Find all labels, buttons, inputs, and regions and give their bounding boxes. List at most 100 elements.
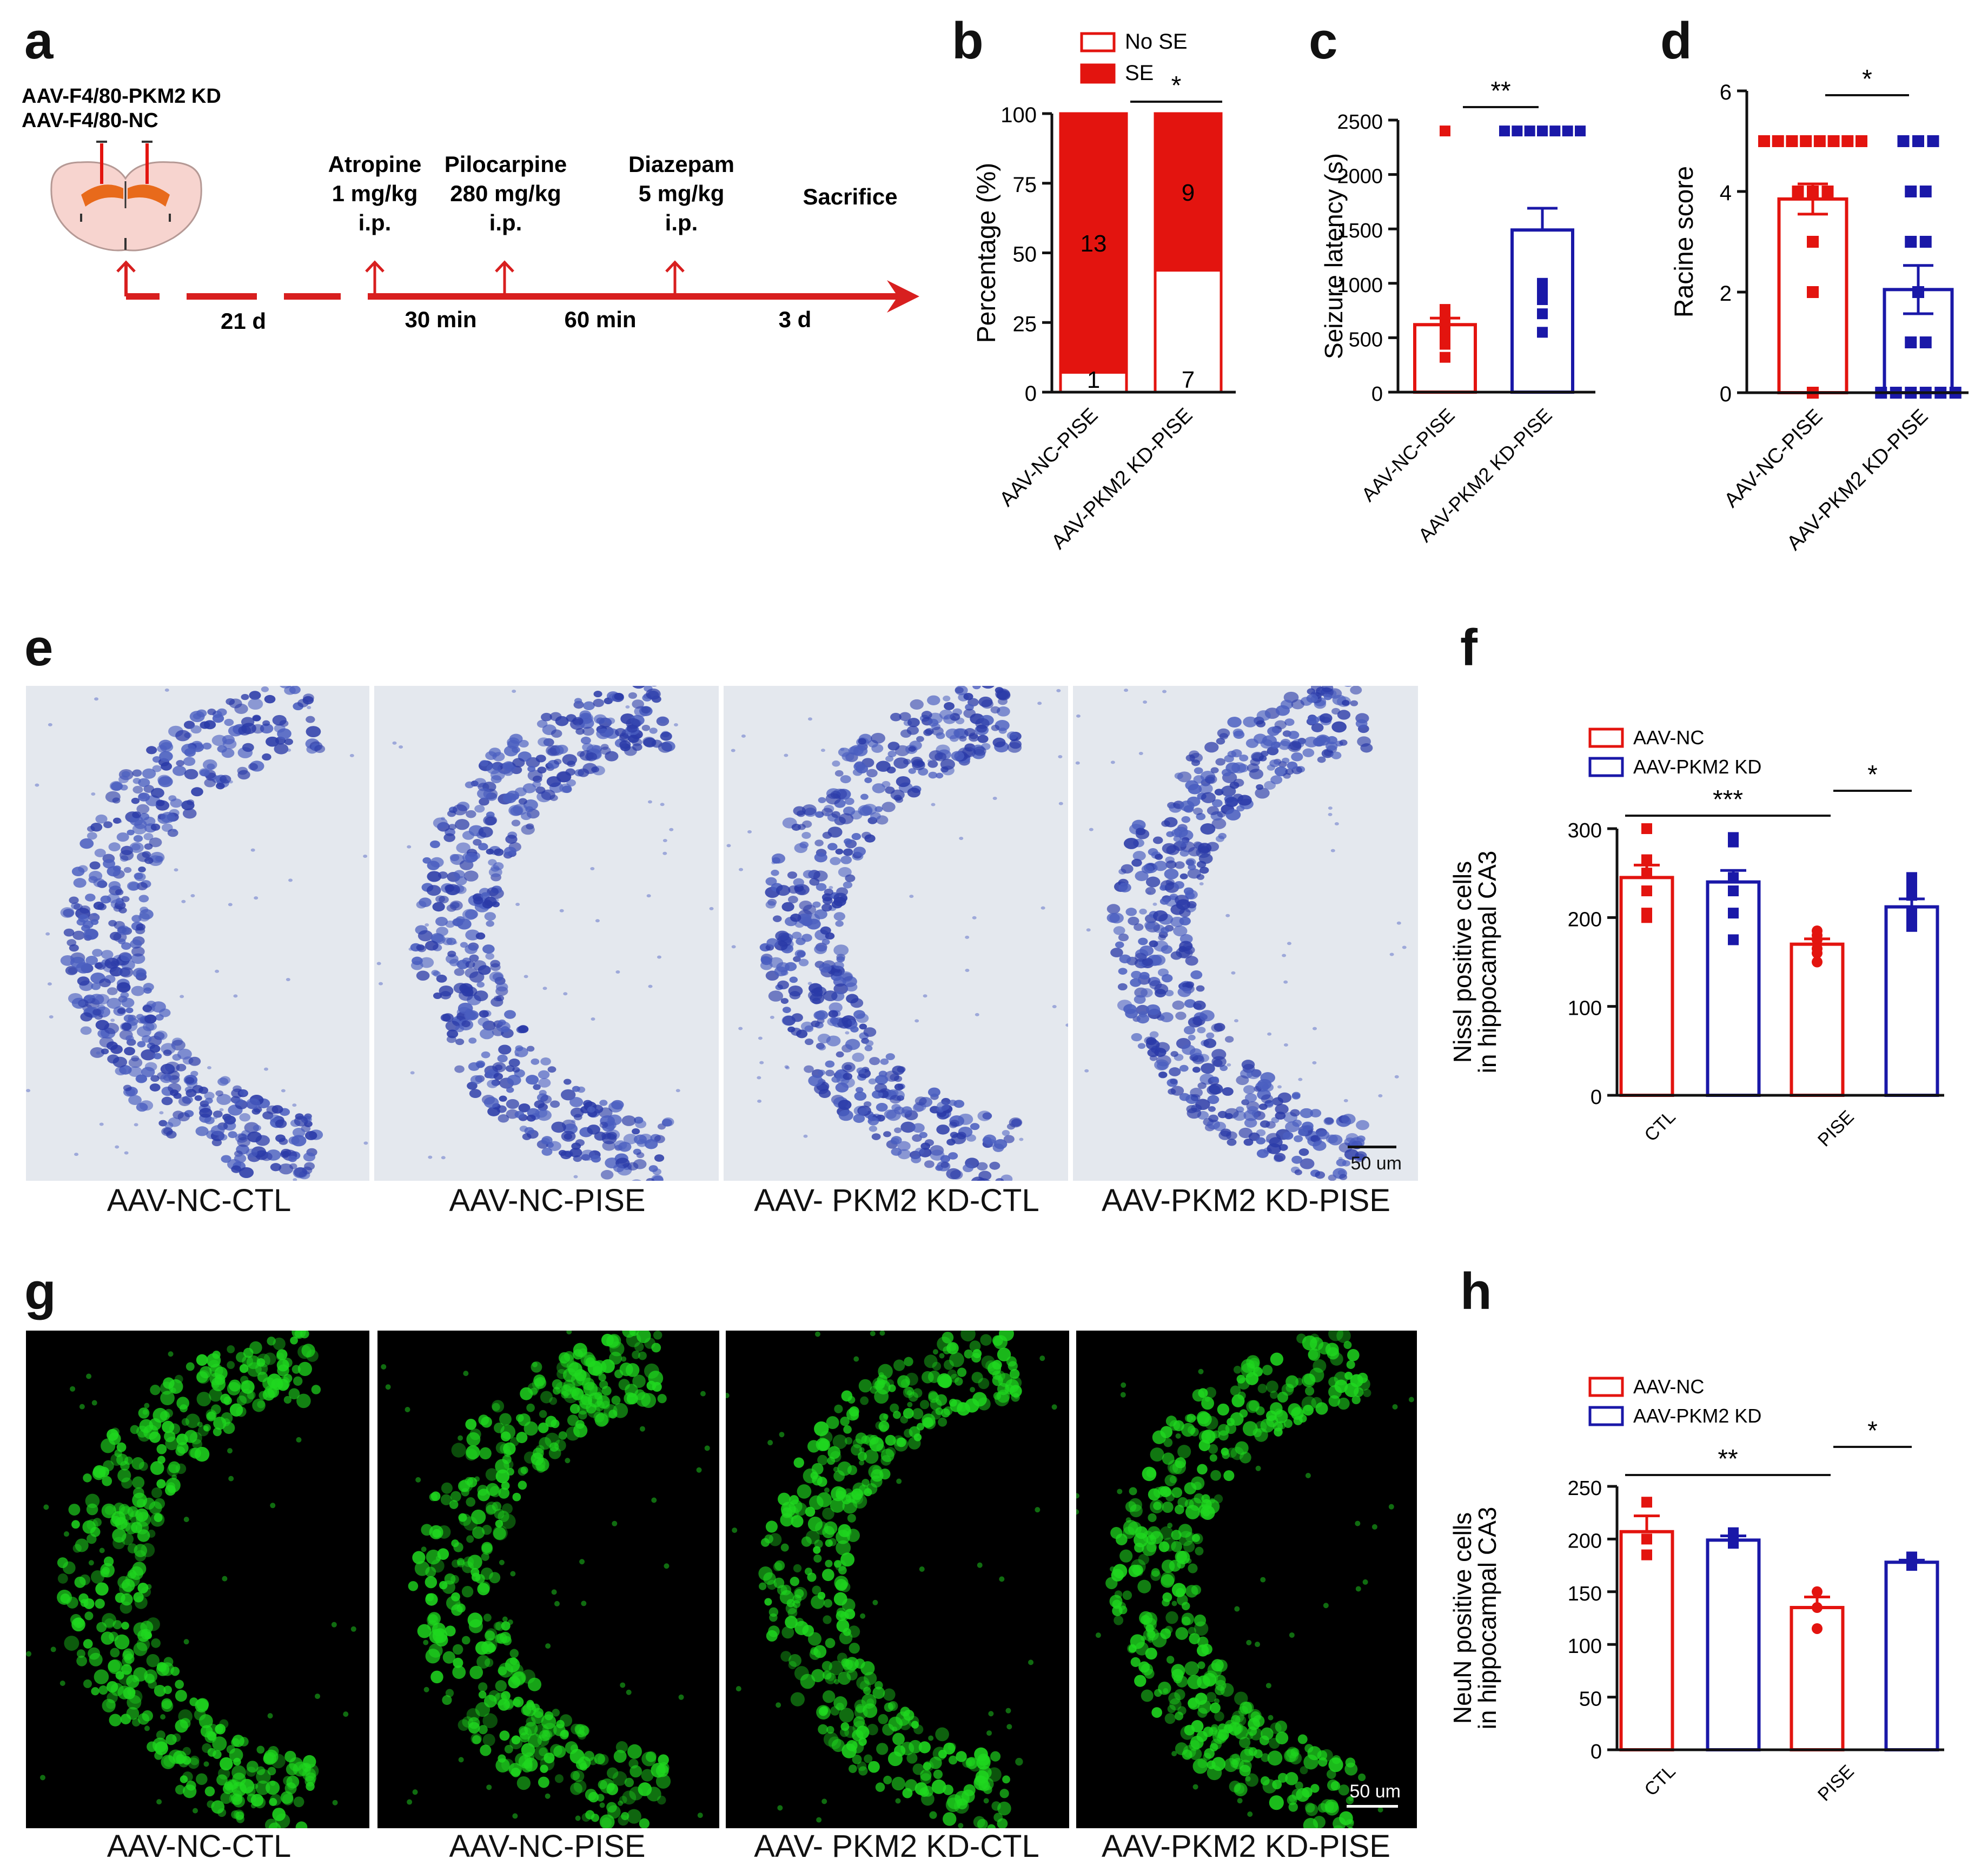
cell-body bbox=[561, 1130, 576, 1142]
cell-body bbox=[632, 686, 645, 689]
scattered-cell bbox=[919, 1566, 925, 1572]
nissl-image-nc-pise bbox=[374, 686, 719, 1181]
cell-body bbox=[1353, 1387, 1364, 1397]
cell-body bbox=[1310, 1109, 1322, 1117]
cell-body bbox=[613, 1403, 628, 1418]
cell-body bbox=[651, 1763, 666, 1778]
cell-body bbox=[1266, 1380, 1278, 1393]
cell-body bbox=[1234, 1782, 1248, 1796]
cell-body bbox=[146, 746, 157, 755]
cell-body bbox=[471, 1509, 486, 1525]
cell-body bbox=[152, 1737, 168, 1752]
cell-body bbox=[541, 712, 552, 722]
cell-body bbox=[1190, 970, 1203, 980]
cell-body bbox=[814, 1421, 829, 1437]
cell-body bbox=[192, 1439, 203, 1450]
cell-body bbox=[907, 718, 920, 728]
scattered-cell bbox=[596, 1135, 601, 1139]
cell-body bbox=[569, 1404, 580, 1414]
scattered-cell bbox=[988, 1711, 994, 1717]
cell-body bbox=[157, 775, 171, 785]
cell-body bbox=[518, 1413, 531, 1426]
scattered-cell bbox=[425, 923, 429, 927]
cell-body bbox=[858, 1379, 872, 1393]
scattered-cell bbox=[228, 1476, 234, 1482]
scattered-cell bbox=[814, 1331, 820, 1337]
cell-body bbox=[1184, 1414, 1193, 1423]
cell-body bbox=[452, 804, 467, 816]
cell-body bbox=[165, 1485, 176, 1496]
cell-body bbox=[212, 1736, 227, 1751]
cell-body bbox=[1174, 1711, 1184, 1721]
cell-body bbox=[527, 1383, 540, 1394]
data-point bbox=[1827, 135, 1840, 147]
scattered-cell bbox=[673, 723, 678, 727]
cell-body bbox=[1256, 1137, 1266, 1145]
cell-body bbox=[843, 1628, 851, 1636]
cell-body bbox=[1197, 1661, 1205, 1669]
cell-body bbox=[815, 1010, 829, 1020]
cell-body bbox=[652, 1168, 662, 1175]
cell-body bbox=[455, 1025, 465, 1033]
cell-body bbox=[915, 1096, 927, 1106]
scattered-cell bbox=[99, 1547, 105, 1553]
cell-body bbox=[845, 1437, 853, 1445]
cell-body bbox=[102, 1613, 117, 1628]
scattered-cell bbox=[193, 1808, 198, 1814]
cell-body bbox=[840, 1552, 855, 1567]
cell-body bbox=[186, 1781, 196, 1791]
cell-body bbox=[1212, 1729, 1228, 1744]
cell-body bbox=[997, 1347, 1011, 1361]
scattered-cell bbox=[510, 1571, 516, 1577]
cell-body bbox=[987, 1767, 1002, 1782]
cell-body bbox=[481, 1525, 492, 1535]
cell-body bbox=[1331, 721, 1347, 733]
scattered-cell bbox=[626, 1689, 632, 1695]
cell-body bbox=[466, 1497, 476, 1507]
scattered-cell bbox=[1231, 971, 1236, 975]
cell-body bbox=[822, 1526, 835, 1539]
cell-body bbox=[227, 1345, 235, 1353]
cell-body bbox=[304, 1130, 317, 1140]
cell-body bbox=[1003, 1135, 1015, 1143]
cell-body bbox=[146, 1654, 160, 1668]
cell-body bbox=[498, 1114, 509, 1123]
cell-body bbox=[445, 1625, 456, 1637]
cell-body bbox=[412, 1551, 426, 1564]
cell-body bbox=[812, 901, 821, 908]
cell-body bbox=[305, 1772, 316, 1784]
data-point bbox=[1440, 339, 1450, 350]
cell-body bbox=[836, 956, 845, 963]
cell-body bbox=[1211, 1056, 1227, 1068]
cell-body bbox=[1118, 883, 1131, 892]
event-diazepam-route: i.p. bbox=[665, 210, 698, 235]
cell-body bbox=[1302, 748, 1315, 757]
scattered-cell bbox=[1052, 1004, 1057, 1008]
cell-body bbox=[1261, 1753, 1270, 1762]
cell-body bbox=[455, 819, 470, 830]
scattered-cell bbox=[1247, 1811, 1253, 1817]
scattered-cell bbox=[646, 894, 651, 898]
y-axis-label: in hippocampal CA3 bbox=[1473, 851, 1501, 1074]
cell-body bbox=[196, 1698, 209, 1711]
cell-body bbox=[1151, 1632, 1167, 1648]
cell-body bbox=[834, 1404, 843, 1413]
cell-body bbox=[456, 842, 471, 854]
cell-body bbox=[246, 1786, 256, 1797]
cell-body bbox=[628, 735, 639, 743]
data-point bbox=[1641, 1533, 1652, 1545]
cell-body bbox=[120, 953, 132, 962]
cell-body bbox=[1178, 1524, 1192, 1538]
scattered-cell bbox=[1051, 1404, 1057, 1410]
cell-body bbox=[813, 1546, 821, 1554]
cell-body bbox=[856, 1067, 865, 1074]
cell-body bbox=[547, 1066, 556, 1073]
cell-body bbox=[84, 1611, 94, 1621]
cell-body bbox=[1274, 1153, 1286, 1162]
cell-body bbox=[580, 736, 591, 745]
cell-body bbox=[487, 887, 499, 896]
cell-body bbox=[88, 913, 100, 922]
scattered-cell bbox=[1138, 752, 1143, 756]
vector-label-kd: AAV-F4/80-PKM2 KD bbox=[22, 85, 221, 108]
cell-body bbox=[482, 944, 495, 954]
